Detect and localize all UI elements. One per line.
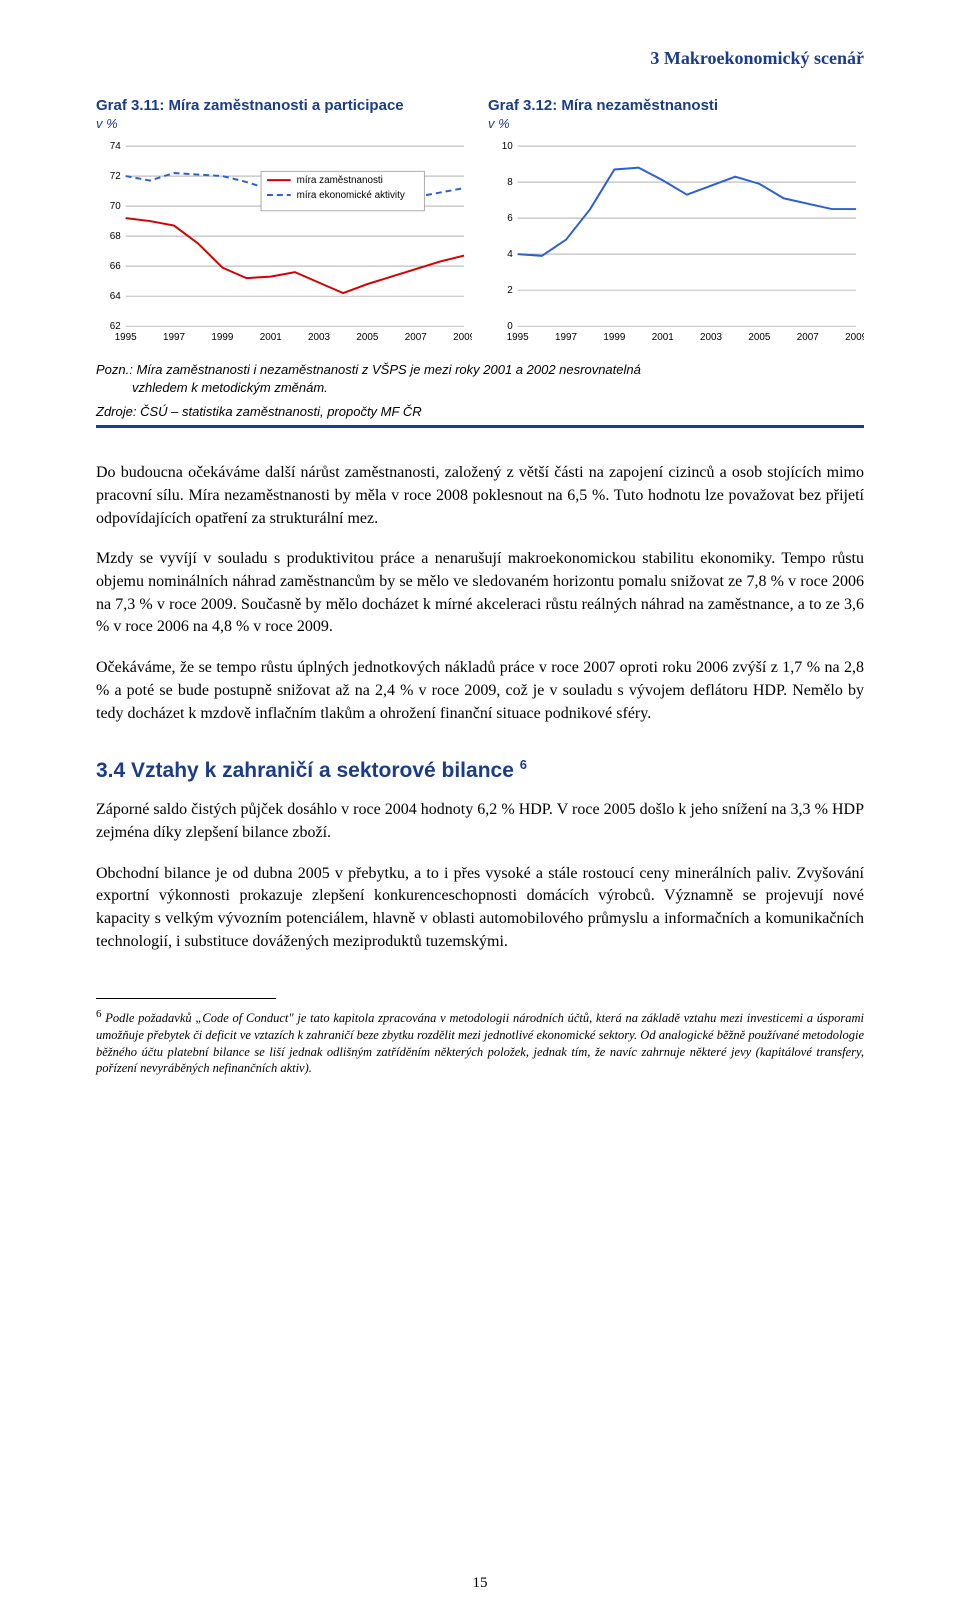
chart-right-title: Graf 3.12: Míra nezaměstnanosti — [488, 97, 864, 114]
footnote-ref: 6 — [96, 1008, 102, 1020]
svg-text:2001: 2001 — [260, 332, 282, 343]
footnote-rule — [96, 998, 276, 999]
chart-left-title: Graf 3.11: Míra zaměstnanosti a particip… — [96, 97, 472, 114]
divider — [96, 425, 864, 428]
paragraph-2: Mzdy se vyvíjí v souladu s produktivitou… — [96, 548, 864, 639]
svg-text:8: 8 — [507, 177, 513, 188]
svg-text:2001: 2001 — [652, 332, 674, 343]
chart-note: Pozn.: Míra zaměstnanosti i nezaměstnano… — [96, 361, 864, 396]
svg-text:66: 66 — [110, 261, 121, 272]
svg-text:64: 64 — [110, 291, 121, 302]
svg-text:míra ekonomické aktivity: míra ekonomické aktivity — [297, 190, 405, 201]
chart-right-subtitle: v % — [488, 116, 864, 131]
chart-left-subtitle: v % — [96, 116, 472, 131]
paragraph-3: Očekáváme, že se tempo růstu úplných jed… — [96, 657, 864, 725]
svg-text:1995: 1995 — [507, 332, 529, 343]
paragraph-5: Obchodní bilance je od dubna 2005 v přeb… — [96, 863, 864, 954]
chart-note-line1: Pozn.: Míra zaměstnanosti i nezaměstnano… — [96, 362, 641, 377]
subsection-title: Vztahy k zahraničí a sektorové bilance — [131, 759, 514, 782]
svg-text:2003: 2003 — [308, 332, 330, 343]
svg-text:2009: 2009 — [845, 332, 864, 343]
svg-text:1995: 1995 — [115, 332, 137, 343]
svg-text:1999: 1999 — [211, 332, 233, 343]
chart-source: Zdroje: ČSÚ – statistika zaměstnanosti, … — [96, 404, 864, 419]
svg-text:1999: 1999 — [603, 332, 625, 343]
svg-text:2005: 2005 — [748, 332, 770, 343]
svg-text:10: 10 — [502, 141, 513, 152]
subsection-heading: 3.4 Vztahy k zahraničí a sektorové bilan… — [96, 757, 864, 783]
chart-left-svg: 62 64 66 68 70 72 74 1995 1997 1999 2001 2003 2005 20… — [96, 139, 472, 349]
svg-text:2: 2 — [507, 285, 512, 296]
chart-left-box: 62 64 66 68 70 72 74 1995 1997 1999 2001 2003 2005 20… — [96, 139, 472, 349]
subsection-footnote-ref: 6 — [520, 757, 527, 772]
charts-row: Graf 3.11: Míra zaměstnanosti a particip… — [96, 97, 864, 349]
svg-text:2005: 2005 — [356, 332, 378, 343]
svg-text:míra zaměstnanosti: míra zaměstnanosti — [297, 175, 383, 186]
chart-left-col: Graf 3.11: Míra zaměstnanosti a particip… — [96, 97, 472, 349]
section-header: 3 Makroekonomický scenář — [96, 48, 864, 69]
subsection-number: 3.4 — [96, 759, 125, 782]
footnote-text: Podle požadavků „Code of Conduct" je tat… — [96, 1011, 864, 1076]
svg-text:0: 0 — [507, 321, 513, 332]
svg-text:74: 74 — [110, 141, 121, 152]
svg-text:2007: 2007 — [405, 332, 427, 343]
chart-note-line2: vzhledem k metodickým změnám. — [96, 379, 328, 397]
paragraph-4: Záporné saldo čistých půjček dosáhlo v r… — [96, 799, 864, 844]
chart-right-col: Graf 3.12: Míra nezaměstnanosti v % 0 2 4 6… — [488, 97, 864, 349]
svg-text:1997: 1997 — [163, 332, 185, 343]
page-number: 15 — [473, 1575, 488, 1592]
svg-text:2003: 2003 — [700, 332, 722, 343]
svg-text:6: 6 — [507, 213, 513, 224]
svg-text:68: 68 — [110, 231, 121, 242]
svg-text:70: 70 — [110, 201, 121, 212]
svg-text:1997: 1997 — [555, 332, 577, 343]
chart-right-box: 0 2 4 6 8 10 1995 1997 1999 2001 2003 2005 2007 2009 — [488, 139, 864, 349]
svg-text:2009: 2009 — [453, 332, 472, 343]
svg-text:62: 62 — [110, 321, 121, 332]
svg-text:4: 4 — [507, 249, 513, 260]
svg-text:2007: 2007 — [797, 332, 819, 343]
footnote: 6 Podle požadavků „Code of Conduct" je t… — [96, 1007, 864, 1078]
paragraph-1: Do budoucna očekáváme další nárůst zaměs… — [96, 462, 864, 530]
svg-text:72: 72 — [110, 171, 121, 182]
chart-right-svg: 0 2 4 6 8 10 1995 1997 1999 2001 2003 2005 2007 2009 — [488, 139, 864, 349]
